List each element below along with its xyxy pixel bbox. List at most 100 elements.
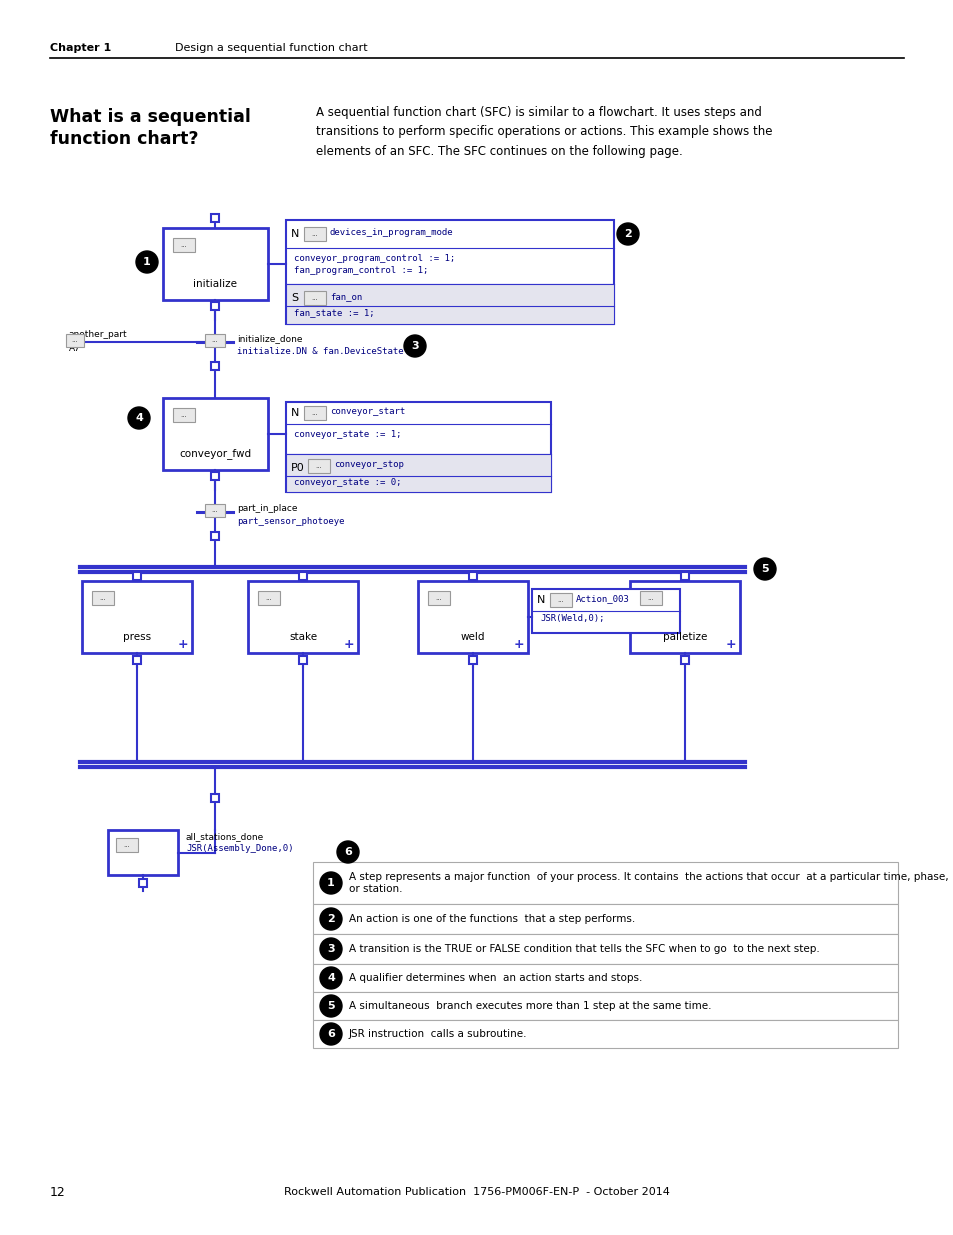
Text: ...: ... xyxy=(180,412,187,417)
Text: stake: stake xyxy=(289,632,316,642)
Bar xyxy=(629,580,740,653)
Text: 3: 3 xyxy=(411,341,418,351)
Bar xyxy=(66,333,84,347)
Bar xyxy=(172,408,194,422)
Bar xyxy=(286,284,614,324)
Text: 5: 5 xyxy=(327,1002,335,1011)
Text: +: + xyxy=(725,637,736,651)
Text: 6: 6 xyxy=(327,1029,335,1039)
Text: conveyor_state := 0;: conveyor_state := 0; xyxy=(294,478,401,487)
Text: part_sensor_photoeye: part_sensor_photoeye xyxy=(236,517,344,526)
Text: initialize: initialize xyxy=(193,279,237,289)
Bar xyxy=(313,904,897,934)
Circle shape xyxy=(753,558,775,580)
Text: S: S xyxy=(291,293,297,303)
Text: conveyor_fwd: conveyor_fwd xyxy=(179,448,252,459)
Text: A simultaneous  branch executes more than 1 step at the same time.: A simultaneous branch executes more than… xyxy=(349,1002,711,1011)
Bar xyxy=(257,592,280,605)
Text: 12: 12 xyxy=(50,1186,66,1198)
Circle shape xyxy=(128,408,150,429)
Bar xyxy=(172,238,194,252)
Text: 4: 4 xyxy=(327,973,335,983)
Text: N: N xyxy=(291,228,299,240)
Text: ...: ... xyxy=(180,242,187,248)
Bar xyxy=(91,592,113,605)
Bar xyxy=(211,794,219,802)
Bar xyxy=(163,228,268,300)
Text: ...: ... xyxy=(315,463,322,469)
Circle shape xyxy=(319,872,341,894)
Text: N: N xyxy=(291,408,299,417)
Bar xyxy=(304,291,326,305)
Circle shape xyxy=(403,335,426,357)
Text: 2: 2 xyxy=(623,228,631,240)
Bar xyxy=(211,303,219,310)
Bar xyxy=(163,398,268,471)
Text: A step represents a major function  of your process. It contains  the actions th: A step represents a major function of yo… xyxy=(349,872,947,894)
Text: 1: 1 xyxy=(143,257,151,267)
Text: What is a sequential: What is a sequential xyxy=(50,107,251,126)
Bar xyxy=(428,592,450,605)
Bar xyxy=(139,879,147,887)
Circle shape xyxy=(617,224,639,245)
Bar xyxy=(639,592,661,605)
Text: 1: 1 xyxy=(327,878,335,888)
Bar xyxy=(205,333,225,347)
Circle shape xyxy=(336,841,358,863)
Bar xyxy=(286,220,614,324)
Bar xyxy=(680,572,688,580)
Text: ...: ... xyxy=(647,595,654,601)
Bar xyxy=(132,656,141,664)
Bar xyxy=(313,965,897,992)
Text: JSR(Assembly_Done,0): JSR(Assembly_Done,0) xyxy=(186,844,294,853)
Text: N: N xyxy=(537,595,545,605)
Text: palletize: palletize xyxy=(662,632,706,642)
Bar xyxy=(286,403,551,492)
Text: ...: ... xyxy=(436,595,442,601)
Text: ...: ... xyxy=(71,337,78,343)
Bar xyxy=(298,572,307,580)
Bar xyxy=(298,656,307,664)
Text: initialize.DN & fan.DeviceState: initialize.DN & fan.DeviceState xyxy=(236,347,403,356)
Text: +: + xyxy=(343,637,354,651)
Text: 3: 3 xyxy=(327,944,335,953)
Bar xyxy=(313,862,897,904)
Bar xyxy=(132,572,141,580)
Circle shape xyxy=(136,251,158,273)
Bar xyxy=(308,459,330,473)
Bar xyxy=(304,227,326,241)
Text: 6: 6 xyxy=(344,847,352,857)
Text: Design a sequential function chart: Design a sequential function chart xyxy=(174,43,367,53)
Bar xyxy=(108,830,178,876)
Text: fan_state := 1;: fan_state := 1; xyxy=(294,308,375,317)
Bar xyxy=(417,580,527,653)
Bar xyxy=(82,580,192,653)
Text: fan_on: fan_on xyxy=(330,291,362,301)
Circle shape xyxy=(319,995,341,1016)
Circle shape xyxy=(319,1023,341,1045)
Text: ...: ... xyxy=(312,231,318,237)
Text: JSR(Weld,0);: JSR(Weld,0); xyxy=(539,614,604,622)
Text: function chart?: function chart? xyxy=(50,130,198,148)
Text: 5: 5 xyxy=(760,564,768,574)
Text: conveyor_program_control := 1;: conveyor_program_control := 1; xyxy=(294,254,455,263)
Bar xyxy=(116,839,138,852)
Bar xyxy=(211,214,219,222)
Text: all_stations_done: all_stations_done xyxy=(186,832,264,841)
Text: ...: ... xyxy=(212,508,218,514)
Bar xyxy=(211,362,219,370)
Text: An action is one of the functions  that a step performs.: An action is one of the functions that a… xyxy=(349,914,635,924)
Text: Rockwell Automation Publication  1756-PM006F-EN-P  - October 2014: Rockwell Automation Publication 1756-PM0… xyxy=(284,1187,669,1197)
Text: 4: 4 xyxy=(135,412,143,424)
Bar xyxy=(205,504,225,517)
Text: ...: ... xyxy=(99,595,107,601)
Text: fan_program_control := 1;: fan_program_control := 1; xyxy=(294,266,428,275)
Text: +: + xyxy=(177,637,188,651)
Bar xyxy=(286,454,551,492)
Bar xyxy=(313,992,897,1020)
Text: P0: P0 xyxy=(291,463,304,473)
Bar xyxy=(680,656,688,664)
Text: conveyor_start: conveyor_start xyxy=(330,408,405,416)
Text: ...: ... xyxy=(312,295,318,301)
Text: A7: A7 xyxy=(69,345,81,353)
